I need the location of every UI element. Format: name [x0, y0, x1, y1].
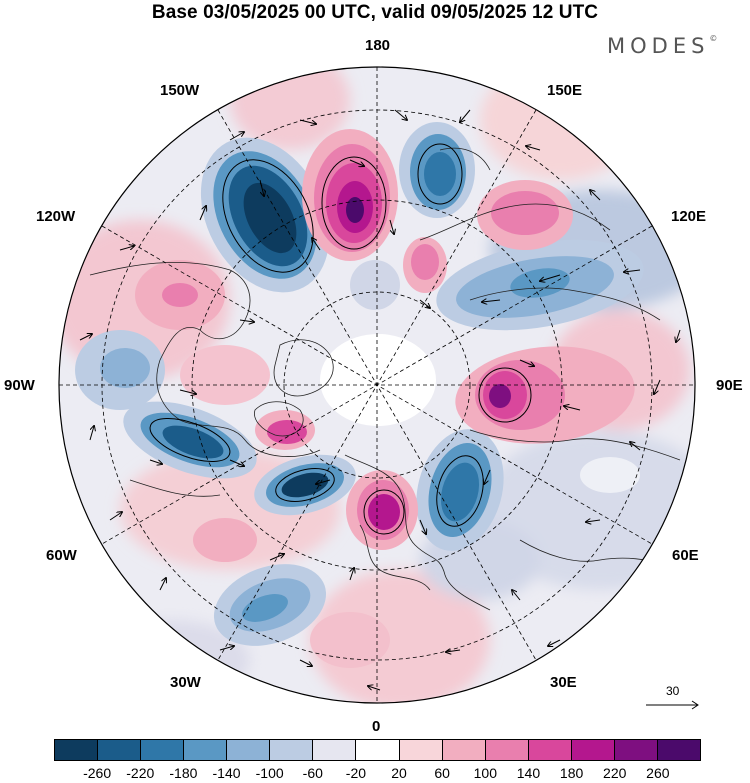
- colorbar-tick: -220: [126, 765, 155, 781]
- logo-mark: ©: [709, 34, 718, 43]
- colorbar-tick: 140: [516, 765, 541, 781]
- polar-map: [58, 66, 696, 704]
- label-90e: 90E: [716, 377, 743, 394]
- colorbar-cell: [484, 740, 528, 760]
- coastlines: [89, 147, 691, 611]
- label-150w: 150W: [160, 82, 200, 99]
- colorbar-tick: -20: [345, 765, 367, 781]
- colorbar-tick: 20: [391, 765, 407, 781]
- colorbar-tick: -100: [255, 765, 284, 781]
- colorbar-tick: -140: [212, 765, 241, 781]
- colorbar-cell: [570, 740, 614, 760]
- colorbar-cell: [656, 740, 700, 760]
- reference-vector-arrow: [646, 700, 699, 710]
- label-60w: 60W: [46, 547, 77, 564]
- reference-vector-label: 30: [666, 684, 680, 698]
- label-180: 180: [365, 37, 391, 54]
- colorbar-cell: [312, 740, 356, 760]
- label-90w: 90W: [4, 377, 35, 394]
- colorbar-cell: [613, 740, 657, 760]
- label-30w: 30W: [170, 674, 201, 691]
- colorbar-cell: [97, 740, 141, 760]
- label-60e: 60E: [672, 547, 699, 564]
- contours: [149, 143, 532, 535]
- colorbar-tick: 220: [603, 765, 627, 781]
- colorbar-tick: 260: [646, 765, 670, 781]
- negative-anomalies: [75, 122, 644, 646]
- colorbar-tick-labels: -260 -220 -180 -140 -100 -60 -20 20 60 100 140 180 2…: [0, 765, 750, 783]
- colorbar-tick: 100: [473, 765, 498, 781]
- colorbar: [54, 739, 701, 761]
- label-150e: 150E: [547, 82, 583, 99]
- colorbar-cell: [527, 740, 571, 760]
- colorbar-tick: -60: [302, 765, 323, 781]
- chart-title: Base 03/05/2025 00 UTC, valid 09/05/2025…: [151, 2, 599, 23]
- label-0: 0: [372, 718, 381, 735]
- label-120e: 120E: [671, 208, 707, 225]
- colorbar-cell: [226, 740, 270, 760]
- logo-text: MODES: [607, 34, 710, 58]
- map-boundary: [58, 66, 696, 704]
- graticule: [59, 67, 695, 703]
- colorbar-cell: [398, 740, 442, 760]
- colorbar-tick: -180: [169, 765, 198, 781]
- colorbar-tick: 180: [559, 765, 584, 781]
- modes-logo: MODES©: [607, 34, 717, 58]
- colorbar-cell: [140, 740, 184, 760]
- positive-anomalies: [135, 129, 640, 668]
- label-30e: 30E: [550, 674, 577, 691]
- colorbar-cell: [55, 740, 98, 760]
- colorbar-cell: [183, 740, 227, 760]
- colorbar-cell: [269, 740, 313, 760]
- colorbar-tick: -260: [83, 765, 112, 781]
- colorbar-cell: [355, 740, 399, 760]
- colorbar-cell: [441, 740, 485, 760]
- colorbar-tick: 60: [434, 765, 450, 781]
- label-120w: 120W: [36, 208, 76, 225]
